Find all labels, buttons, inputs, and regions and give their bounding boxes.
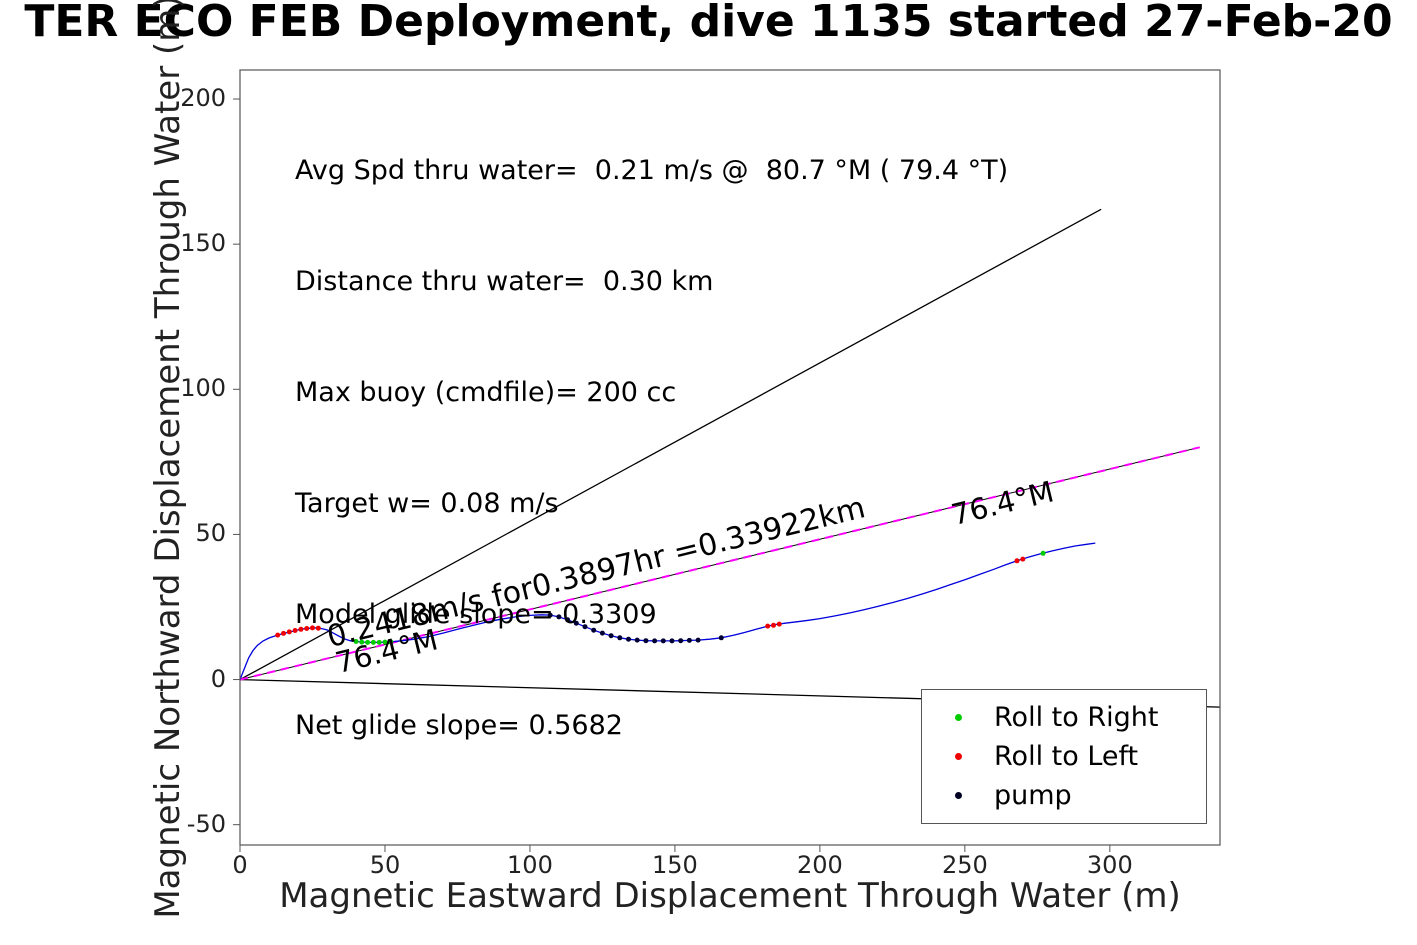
roll-left-marker-icon	[954, 753, 962, 760]
marker-roll-to-left-markers	[771, 622, 776, 628]
pump-marker-icon	[954, 792, 962, 799]
marker-roll-to-right-markers	[365, 639, 371, 645]
marker-roll-to-right-markers	[382, 639, 388, 645]
x-tick-label: 150	[652, 851, 698, 879]
stats-line-max-buoy: Max buoy (cmdfile)= 200 cc	[295, 377, 677, 408]
x-tick-label: 200	[796, 851, 843, 879]
y-axis-label: Magnetic Northward Displacement Through …	[148, 0, 188, 919]
marker-roll-to-right-markers	[353, 639, 359, 644]
series-upper-black-ray	[239, 208, 1102, 681]
marker-roll-to-left-markers	[304, 626, 310, 631]
x-tick-label: 250	[941, 851, 988, 879]
marker-pump-markers	[718, 635, 724, 641]
stats-line-model-glide: Model glide slope= 0.3309	[295, 599, 657, 630]
marker-roll-to-left-markers	[315, 625, 321, 631]
legend-label: Roll to Right	[994, 702, 1159, 733]
legend-item-roll-left: Roll to Left	[922, 737, 1206, 776]
stats-line-avg-speed: Avg Spd thru water= 0.21 m/s @ 80.7 °M (…	[295, 155, 1009, 186]
marker-roll-to-right-markers	[359, 639, 365, 645]
stats-line-target-w: Target w= 0.08 m/s	[295, 488, 559, 519]
x-tick-label: 300	[1086, 851, 1133, 879]
marker-pump-markers	[565, 617, 571, 623]
marker-pump-markers	[643, 638, 649, 644]
marker-pump-markers	[547, 612, 553, 618]
axes-frame	[239, 69, 1221, 846]
legend-marker-cell	[922, 792, 994, 799]
y-tick-label: 50	[195, 519, 226, 548]
stats-annotation: Avg Spd thru water= 0.21 m/s @ 80.7 °M (…	[295, 78, 1008, 818]
marker-roll-to-left-markers	[765, 623, 771, 629]
marker-roll-to-right-markers	[376, 639, 382, 645]
y-tick-label: 100	[180, 374, 226, 403]
marker-roll-to-left-markers	[275, 632, 281, 638]
marker-roll-to-right-markers	[370, 639, 376, 645]
marker-roll-to-left-markers	[1014, 558, 1020, 564]
y-tick-label: 200	[180, 84, 226, 113]
marker-pump-markers	[660, 638, 666, 644]
plot-area: Avg Spd thru water= 0.21 m/s @ 80.7 °M (…	[180, 69, 1221, 916]
marker-pump-markers	[608, 633, 614, 639]
marker-pump-markers	[591, 627, 597, 633]
y-tick-label: 150	[180, 229, 226, 258]
marker-pump-markers	[626, 636, 631, 642]
marker-pump-markers	[652, 638, 658, 644]
marker-pump-markers	[573, 620, 579, 626]
marker-pump-markers	[678, 638, 684, 644]
marker-roll-to-left-markers	[776, 621, 782, 627]
legend-box: Roll to Right Roll to Left pump	[921, 689, 1207, 824]
marker-pump-markers	[669, 638, 675, 644]
legend-label: pump	[994, 780, 1072, 811]
roll-right-marker-icon	[954, 714, 962, 721]
marker-pump-markers	[634, 637, 640, 643]
marker-roll-to-left-markers	[310, 625, 315, 631]
legend-marker-cell	[922, 753, 994, 760]
legend-item-roll-right: Roll to Right	[922, 698, 1206, 737]
x-axis-label: Magnetic Eastward Displacement Through W…	[279, 876, 1181, 916]
marker-pump-markers	[556, 614, 562, 620]
marker-roll-to-left-markers	[286, 629, 292, 635]
x-tick-label: 0	[232, 851, 248, 879]
marker-roll-to-left-markers	[281, 630, 286, 636]
y-tick-label: -50	[186, 809, 226, 838]
marker-pump-markers	[695, 637, 701, 643]
legend-item-pump: pump	[922, 776, 1206, 815]
marker-roll-to-right-markers	[388, 639, 394, 645]
marker-pump-markers	[686, 637, 692, 643]
y-tick-label: 0	[210, 664, 226, 693]
marker-pump-markers	[599, 630, 605, 636]
marker-roll-to-left-markers	[292, 628, 298, 633]
plot-canvas	[233, 69, 1221, 852]
x-tick-label: 100	[507, 851, 553, 879]
marker-roll-to-left-markers	[298, 626, 304, 632]
legend-marker-cell	[922, 714, 994, 721]
series-dac-line-magenta-dashed	[239, 446, 1200, 681]
marker-pump-markers	[582, 624, 588, 630]
marker-pump-markers	[617, 635, 623, 641]
x-tick-label: 50	[369, 851, 401, 879]
marker-roll-to-left-markers	[1020, 556, 1026, 562]
marker-roll-to-right-markers	[1040, 550, 1046, 556]
legend-label: Roll to Left	[994, 741, 1139, 772]
stats-line-distance: Distance thru water= 0.30 km	[295, 266, 714, 297]
stats-line-net-glide: Net glide slope= 0.5682	[295, 710, 623, 741]
figure-title: TER ECO FEB Deployment, dive 1135 starte…	[24, 0, 1393, 47]
